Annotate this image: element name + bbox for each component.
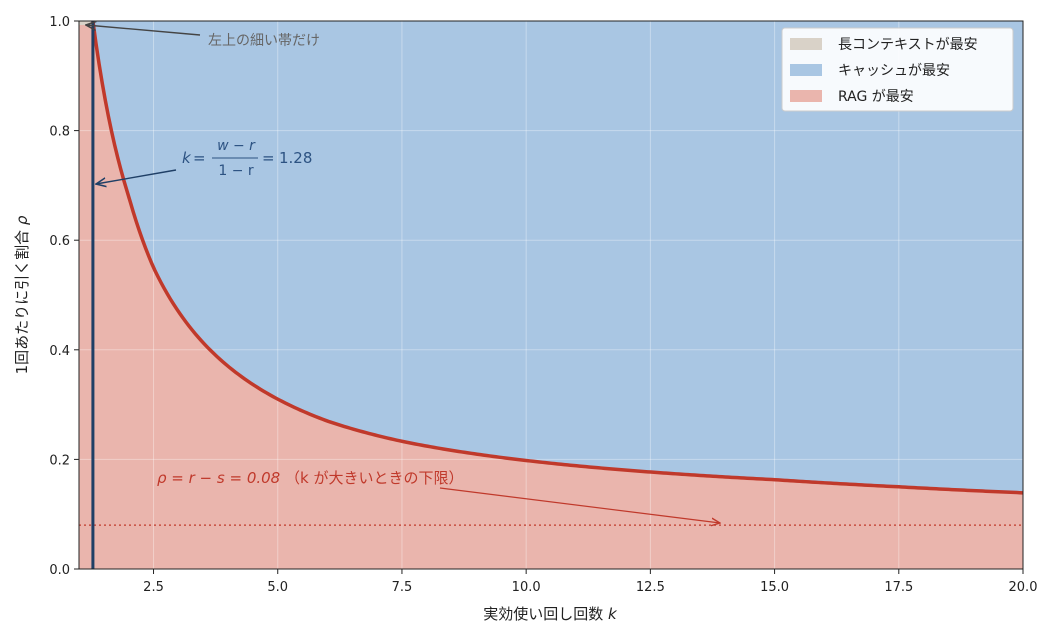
y-ticks: 0.0 0.2 0.4 0.6 0.8 1.0 bbox=[49, 15, 79, 578]
x-tick-label: 15.0 bbox=[760, 580, 789, 595]
annotation-k-equals-2: = bbox=[262, 149, 275, 167]
y-axis-label-var: ρ bbox=[13, 215, 31, 225]
plot-frame bbox=[78, 20, 1024, 570]
legend-swatch-cache bbox=[790, 64, 822, 76]
legend: 長コンテキストが最安 キャッシュが最安 RAG が最安 bbox=[781, 27, 1014, 112]
x-axis-label-text: 実効使い回し回数 bbox=[483, 605, 603, 623]
x-tick-label: 12.5 bbox=[636, 580, 665, 595]
x-ticks: 2.5 5.0 7.5 10.0 12.5 15.0 17.5 20.0 bbox=[143, 569, 1037, 595]
legend-box bbox=[781, 27, 1014, 112]
annotation-rho-text: ρ = r − s = 0.08 （k が大きいときの下限） bbox=[157, 469, 463, 487]
x-tick-label: 5.0 bbox=[267, 580, 288, 595]
annotation-rho-note: （k が大きいときの下限） bbox=[285, 469, 463, 487]
region-rag-cheapest bbox=[79, 21, 1023, 569]
y-tick-label: 1.0 bbox=[49, 15, 70, 30]
x-tick-label: 2.5 bbox=[143, 580, 164, 595]
x-tick-label: 7.5 bbox=[392, 580, 413, 595]
annotation-k-equation: k = w − r 1 − r = 1.28 bbox=[96, 138, 312, 184]
y-tick-label: 0.6 bbox=[49, 234, 70, 249]
x-tick-label: 20.0 bbox=[1009, 580, 1038, 595]
annotation-k-equals-1: = bbox=[193, 149, 206, 167]
annotation-k-arrow bbox=[96, 169, 177, 184]
annotation-top-left-text: 左上の細い帯だけ bbox=[208, 33, 320, 49]
x-tick-label: 17.5 bbox=[884, 580, 913, 595]
legend-label-cache: キャッシュが最安 bbox=[838, 63, 950, 79]
annotation-k-denominator: 1 − r bbox=[218, 163, 254, 179]
y-tick-label: 0.8 bbox=[49, 125, 70, 140]
legend-label-long-context: 長コンテキストが最安 bbox=[838, 37, 978, 53]
annotation-rho: ρ = r − s = 0.08 （k が大きいときの下限） bbox=[157, 469, 720, 523]
annotation-rho-arrow bbox=[439, 487, 720, 523]
annotation-top-left-arrow bbox=[86, 25, 201, 36]
x-axis-label: 実効使い回し回数 k bbox=[483, 605, 618, 623]
x-axis-label-var: k bbox=[608, 605, 618, 623]
legend-label-rag: RAG が最安 bbox=[838, 89, 914, 105]
y-tick-label: 0.2 bbox=[49, 453, 70, 468]
annotation-rho-formula: ρ = r − s = 0.08 bbox=[157, 469, 280, 487]
legend-swatch-long-context bbox=[790, 38, 822, 50]
x-tick-label: 10.0 bbox=[512, 580, 541, 595]
annotation-k-value: 1.28 bbox=[279, 149, 312, 167]
legend-swatch-rag bbox=[790, 90, 822, 102]
y-tick-label: 0.0 bbox=[49, 563, 70, 578]
boundary-curve bbox=[91, 20, 1024, 495]
annotation-top-left: 左上の細い帯だけ bbox=[86, 25, 320, 49]
y-tick-label: 0.4 bbox=[49, 344, 70, 359]
y-axis-label-text: 1回あたりに引く割合 bbox=[13, 230, 31, 375]
y-axis-label: 1回あたりに引く割合 ρ bbox=[13, 215, 31, 374]
annotation-k-lhs: k bbox=[182, 149, 192, 167]
region-long-context-cheapest bbox=[79, 21, 93, 25]
annotation-k-numerator: w − r bbox=[217, 138, 256, 154]
